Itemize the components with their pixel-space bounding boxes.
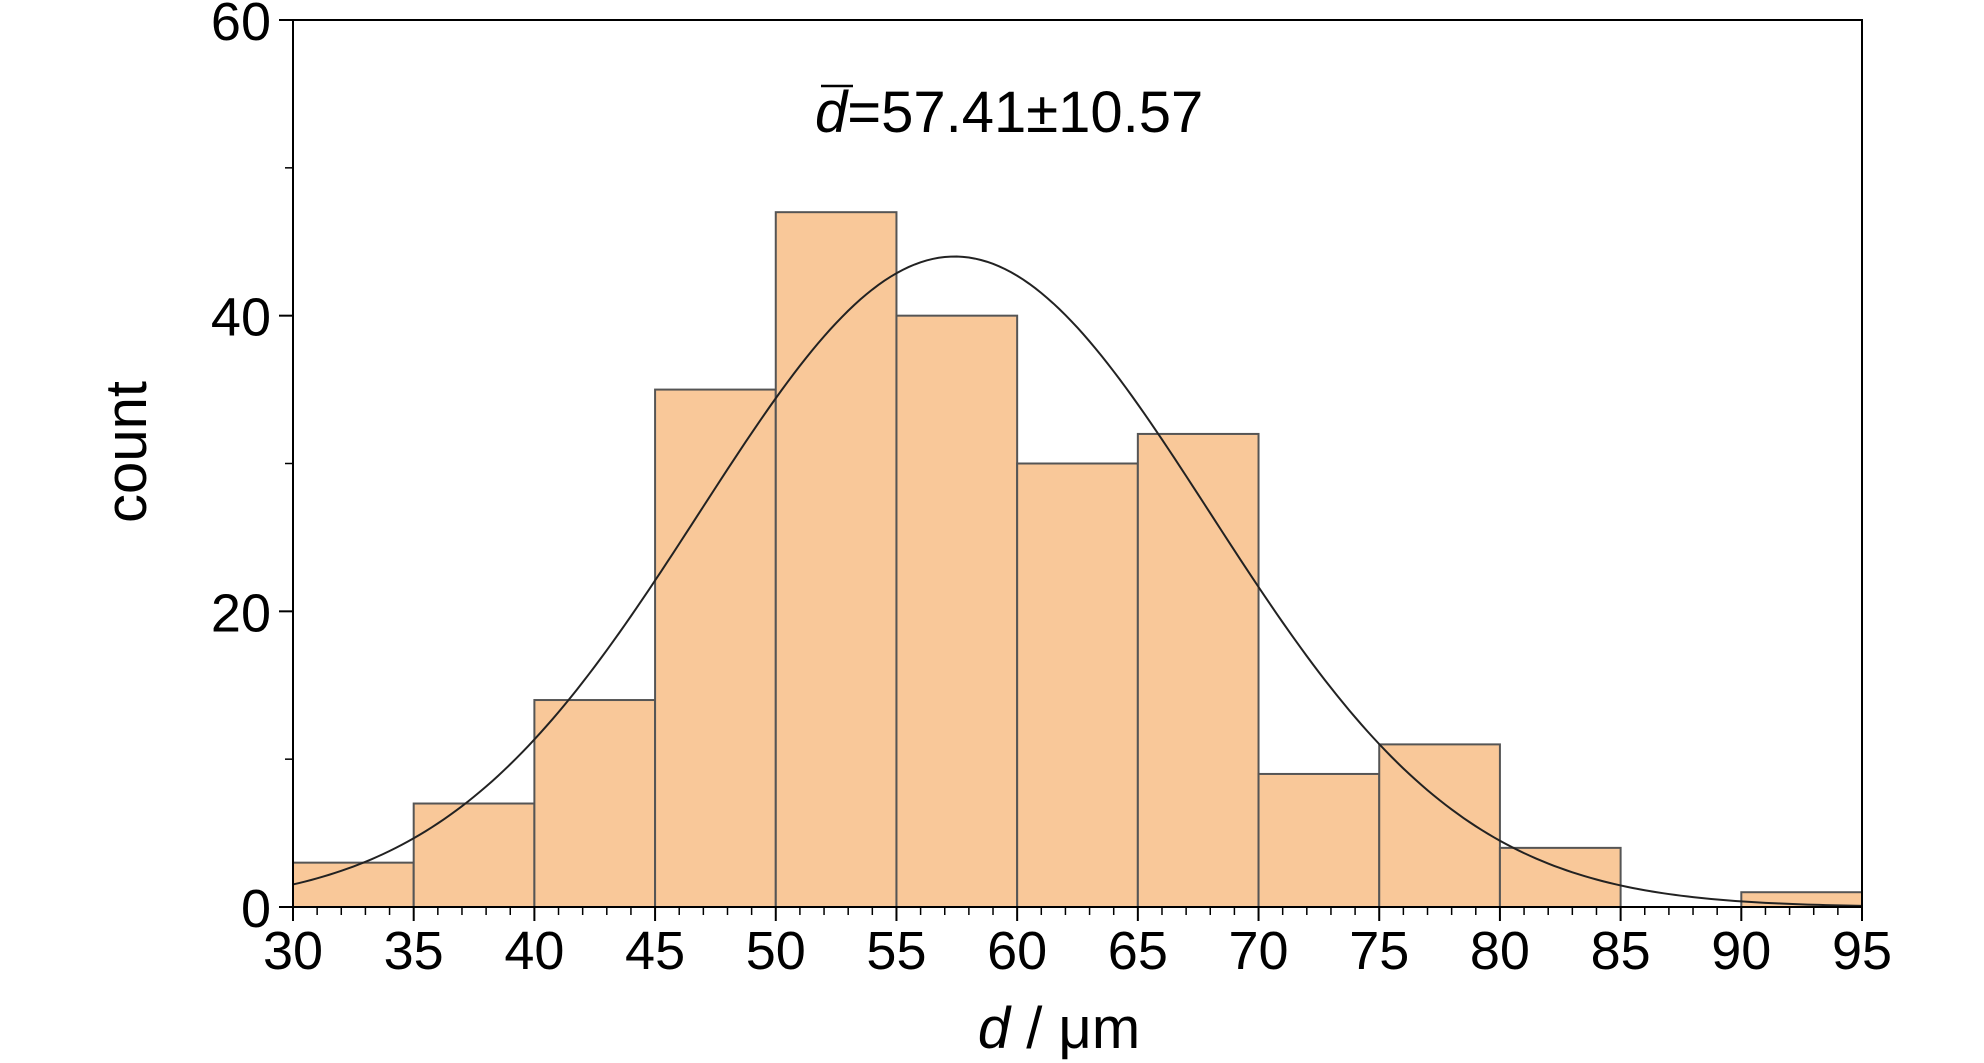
- x-axis-variable: d: [978, 996, 1012, 1061]
- bars-group: [292, 211, 1864, 909]
- x-tick-label: 65: [1108, 921, 1168, 981]
- y-tick-label: 60: [211, 0, 271, 52]
- histogram-bar: [1136, 432, 1260, 908]
- y-axis-title: count: [94, 381, 159, 523]
- y-tick-label: 20: [211, 583, 271, 643]
- x-tick-label: 60: [987, 921, 1047, 981]
- y-tick-label: 0: [241, 879, 271, 939]
- histogram-bar: [1016, 462, 1139, 908]
- x-tick-label: 80: [1470, 921, 1530, 981]
- y-axis-ticks: 0 20 40 60: [211, 0, 293, 939]
- x-axis-ticks: 30 35 40 45 50 55 60 65 70 75 80 85 90 95: [263, 907, 1892, 981]
- x-tick-label: 55: [866, 921, 926, 981]
- x-tick-label: 50: [746, 921, 806, 981]
- histogram-bar: [292, 861, 415, 909]
- histogram-bar: [412, 802, 536, 908]
- x-tick-label: 40: [504, 921, 564, 981]
- histogram-bar: [1257, 772, 1381, 909]
- normal-fit-curve: [292, 255, 1863, 907]
- x-tick-label: 45: [625, 921, 685, 981]
- x-axis-unit: / μm: [1010, 996, 1140, 1061]
- mean-annotation: d=57.41±10.57: [815, 80, 1203, 145]
- x-axis-title: d / μm: [978, 996, 1140, 1061]
- histogram-bar: [895, 314, 1019, 908]
- histogram-bar: [1378, 743, 1501, 909]
- x-tick-label: 95: [1832, 921, 1892, 981]
- histogram-bar: [533, 699, 657, 908]
- mean-value: =57.41±10.57: [847, 80, 1203, 145]
- histogram-bar: [1498, 846, 1622, 908]
- x-tick-label: 85: [1591, 921, 1651, 981]
- x-tick-label: 90: [1711, 921, 1771, 981]
- x-tick-label: 75: [1349, 921, 1409, 981]
- histogram-bar: [774, 211, 898, 908]
- mean-symbol: d: [815, 80, 849, 145]
- x-tick-label: 70: [1228, 921, 1288, 981]
- histogram-bar: [654, 388, 777, 909]
- x-tick-label: 35: [384, 921, 444, 981]
- x-tick-label: 30: [263, 921, 323, 981]
- y-tick-label: 40: [211, 288, 271, 348]
